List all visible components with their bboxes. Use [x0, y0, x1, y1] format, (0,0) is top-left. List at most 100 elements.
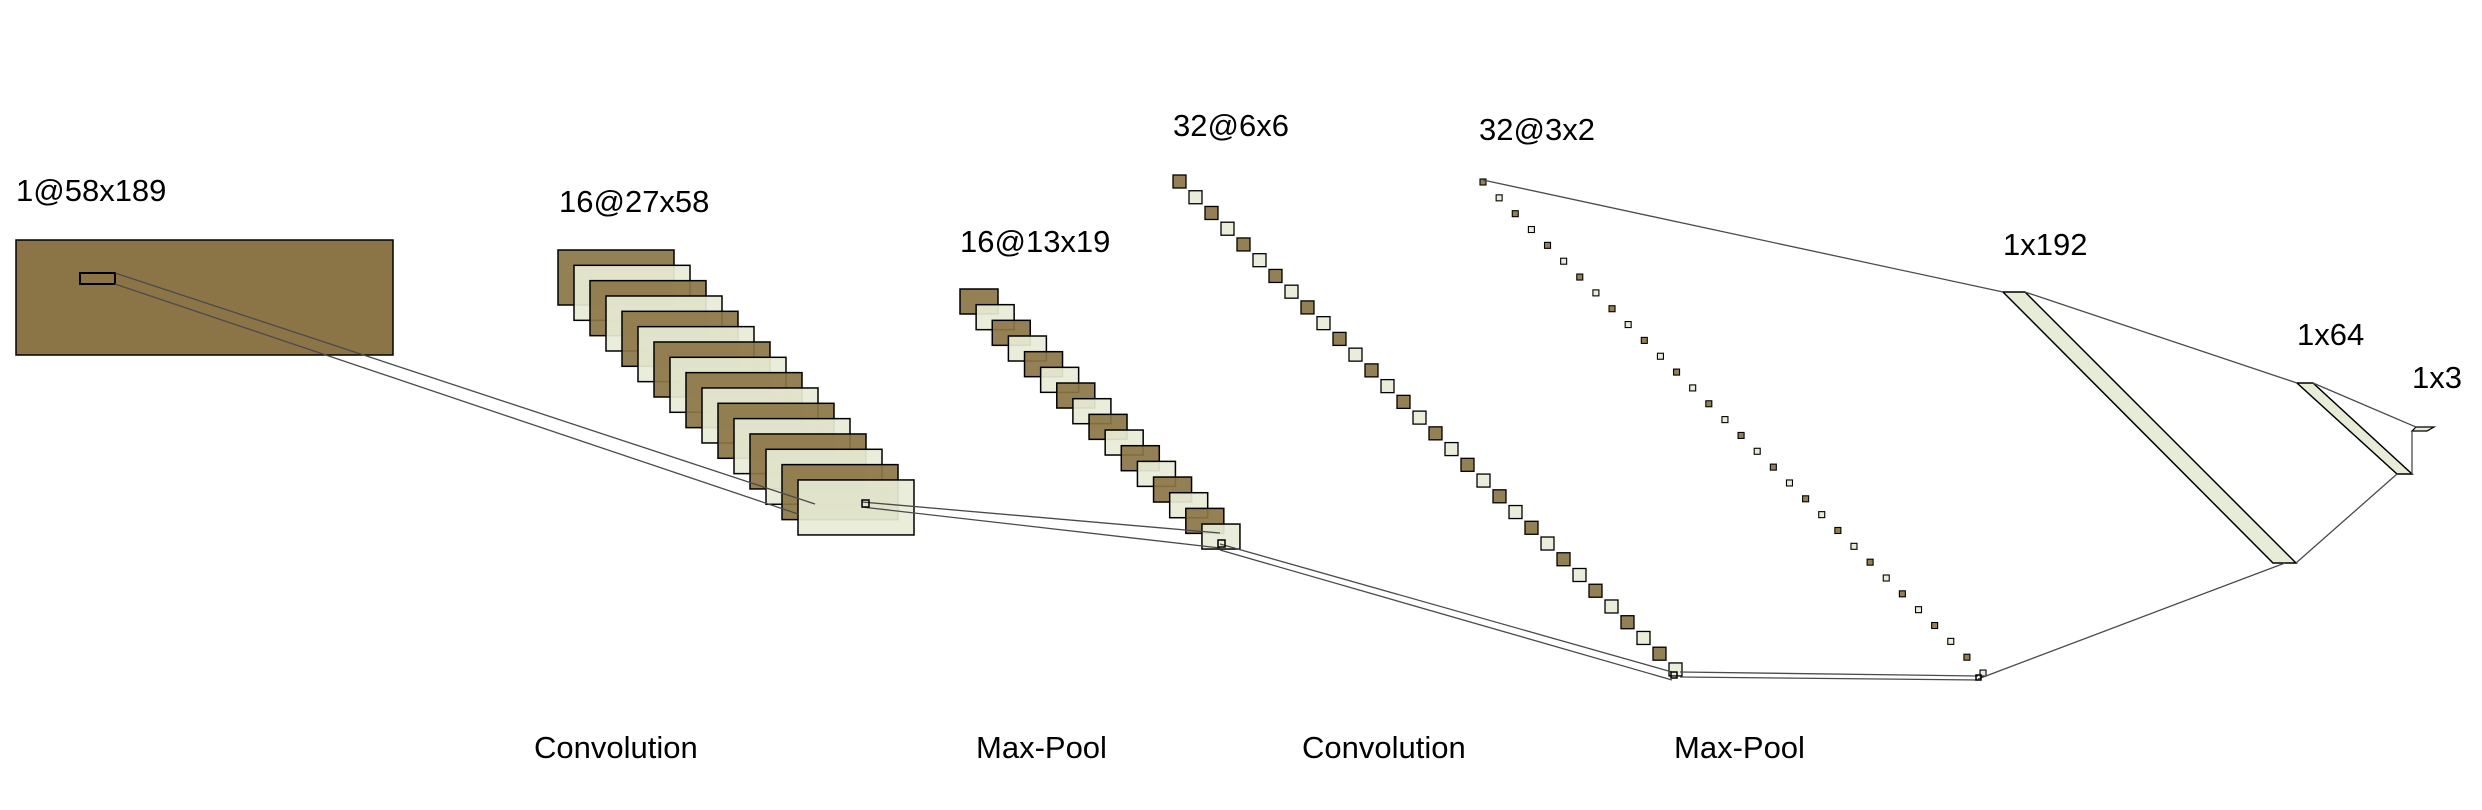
- conv2-feature-map: [1172, 174, 1187, 189]
- pool2-feature-map: [1640, 336, 1648, 344]
- pool2-feature-map: [1785, 479, 1794, 487]
- pool2-feature-map: [1673, 368, 1681, 376]
- pool2-feature-map-stack: [1479, 178, 1987, 677]
- input-feature-map: [15, 239, 394, 356]
- conv2-feature-map: [1460, 457, 1475, 472]
- conv2-feature-map: [1572, 567, 1587, 583]
- output-layer: [2410, 426, 2437, 432]
- connector-line: [1219, 549, 1673, 681]
- conv2-feature-map: [1364, 363, 1379, 378]
- connector-line: [114, 272, 816, 505]
- receptive-field-markers: [861, 499, 1982, 681]
- conv2-feature-map: [1588, 583, 1603, 598]
- conv2-feature-map: [1380, 378, 1395, 394]
- conv2-feature-map: [1236, 237, 1251, 252]
- pool2-feature-map: [1882, 574, 1890, 582]
- pool2-feature-map: [1527, 225, 1535, 234]
- conv2-shape-label: 32@6x6: [1173, 108, 1289, 143]
- fc2-shape-label: 1x64: [2297, 317, 2364, 352]
- layer-labels: 1@58x189 16@27x58 16@13x19 32@6x6 32@3x2…: [16, 108, 2462, 395]
- pool2-feature-map: [1769, 463, 1777, 471]
- connector-line: [1977, 562, 2286, 680]
- conv2-feature-map: [1620, 615, 1635, 630]
- pool2-feature-map: [1818, 511, 1826, 519]
- conv2-feature-map: [1348, 347, 1363, 362]
- connector-line: [1679, 671, 1979, 677]
- operation-label-convolution-1: Convolution: [534, 730, 698, 765]
- pool2-feature-map: [1576, 273, 1584, 281]
- connector-line: [861, 501, 1221, 534]
- connection-lines: [114, 179, 2417, 681]
- input-receptive-field: [79, 272, 116, 285]
- fc2-layer: [2295, 382, 2414, 475]
- pool2-feature-map: [1914, 606, 1923, 614]
- conv2-feature-map: [1316, 316, 1331, 331]
- operation-label-convolution-2: Convolution: [1302, 730, 1466, 765]
- pool2-feature-map: [1560, 257, 1568, 265]
- connector-line: [1482, 179, 2004, 293]
- conv2-feature-map-stack: [1172, 174, 1683, 677]
- connector-line: [1219, 543, 1673, 673]
- conv2-feature-map: [1412, 410, 1427, 425]
- pool2-shape-label: 32@3x2: [1479, 112, 1595, 147]
- pool2-feature-map: [1737, 431, 1745, 439]
- conv2-feature-map: [1476, 473, 1491, 488]
- connector-line: [1679, 676, 1979, 681]
- pool2-feature-map: [1592, 289, 1600, 297]
- pool2-feature-map: [1753, 447, 1761, 455]
- pool2-feature-map: [1866, 558, 1874, 566]
- conv1-feature-map-stack: [557, 249, 915, 536]
- pool2-feature-map: [1705, 400, 1713, 408]
- pool2-feature-map: [1931, 621, 1939, 630]
- connector-line: [114, 283, 799, 515]
- conv2-feature-map: [1252, 253, 1267, 268]
- conv2-feature-map: [1284, 284, 1299, 299]
- conv2-feature-map: [1428, 426, 1443, 441]
- operation-label-maxpool-2: Max-Pool: [1674, 730, 1805, 765]
- pool2-feature-map: [1721, 416, 1729, 424]
- conv1-receptive-field: [861, 499, 870, 508]
- pool2-feature-map: [1495, 194, 1503, 202]
- pool2-feature-map: [1947, 637, 1955, 645]
- pool2-feature-map: [1608, 305, 1616, 313]
- conv2-feature-map: [1508, 504, 1523, 520]
- conv2-feature-map: [1396, 394, 1411, 410]
- operation-label-maxpool-1: Max-Pool: [976, 730, 1107, 765]
- pool2-feature-map: [1689, 384, 1697, 392]
- conv2-feature-map: [1652, 646, 1667, 661]
- conv2-feature-map: [1220, 221, 1235, 236]
- pool2-feature-map: [1979, 669, 1987, 677]
- connector-line: [2024, 291, 2298, 384]
- pool1-receptive-field: [1217, 539, 1226, 548]
- conv1-shape-label: 16@27x58: [559, 184, 709, 219]
- conv2-feature-map: [1604, 599, 1619, 614]
- conv2-feature-map: [1300, 300, 1315, 315]
- connector-line: [2295, 473, 2398, 564]
- conv2-feature-map: [1540, 536, 1555, 551]
- output-shape-label: 1x3: [2412, 360, 2462, 395]
- input-layer: [15, 239, 394, 356]
- conv2-feature-map: [1188, 190, 1203, 205]
- conv2-receptive-field: [1670, 671, 1678, 679]
- conv2-feature-map: [1204, 205, 1219, 221]
- fc1-shape-label: 1x192: [2003, 227, 2087, 262]
- conv1-feature-map: [797, 479, 915, 536]
- pool2-feature-map: [1802, 495, 1810, 503]
- pool2-node: [1975, 674, 1982, 681]
- conv2-feature-map: [1492, 489, 1507, 504]
- pool2-feature-map: [1656, 352, 1664, 360]
- pool2-feature-map: [1543, 241, 1552, 249]
- pool2-feature-map: [1834, 526, 1842, 535]
- pool2-feature-map: [1898, 590, 1906, 598]
- pool1-shape-label: 16@13x19: [960, 224, 1110, 259]
- pool2-feature-map: [1624, 321, 1632, 329]
- pool2-feature-map: [1850, 542, 1858, 550]
- conv2-feature-map: [1636, 630, 1651, 646]
- pool1-feature-map: [1201, 523, 1241, 550]
- connector-line: [2312, 382, 2417, 428]
- pool1-feature-map-stack: [959, 288, 1241, 550]
- conv2-feature-map: [1332, 331, 1347, 347]
- operation-labels: Convolution Max-Pool Convolution Max-Poo…: [534, 730, 1805, 765]
- conv2-feature-map: [1444, 441, 1459, 457]
